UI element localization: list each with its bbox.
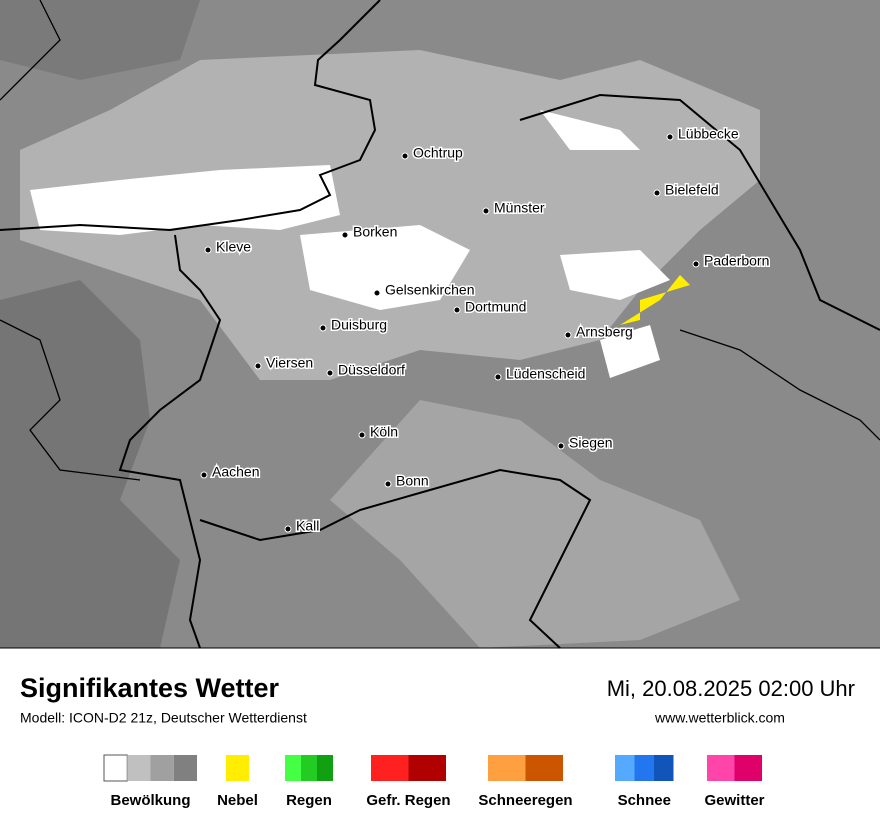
city-dot bbox=[204, 246, 212, 254]
city-label: Kleve bbox=[216, 239, 251, 255]
fog bbox=[620, 275, 690, 325]
city-dot bbox=[326, 369, 334, 377]
legend-label: Regen bbox=[286, 792, 332, 809]
legend-swatch bbox=[615, 755, 635, 781]
city-label: Bonn bbox=[396, 473, 429, 489]
legend-swatch bbox=[317, 755, 333, 781]
city-label: Duisburg bbox=[331, 317, 387, 333]
city-dot bbox=[666, 133, 674, 141]
city-labels: Lübbecke Ochtrup Bielefeld Münster Borken Kle… bbox=[200, 124, 771, 535]
city-dot bbox=[482, 207, 490, 215]
legend-swatch bbox=[173, 755, 197, 781]
city-label: Köln bbox=[370, 424, 398, 440]
cloud-white bbox=[540, 110, 640, 150]
city-label: Dortmund bbox=[465, 299, 526, 315]
website: www.wetterblick.com bbox=[654, 710, 785, 726]
city-dot bbox=[653, 189, 661, 197]
city-label: Kall bbox=[296, 518, 319, 534]
city-dot bbox=[384, 480, 392, 488]
cloud-white bbox=[560, 250, 670, 300]
legend-swatch bbox=[734, 755, 762, 781]
city-label: Aachen bbox=[212, 464, 259, 480]
legend-swatch bbox=[226, 755, 249, 781]
city-label: Bielefeld bbox=[665, 182, 719, 198]
city-dot bbox=[557, 442, 565, 450]
city-dot bbox=[401, 152, 409, 160]
legend-swatch bbox=[525, 755, 563, 781]
legend-label: Gewitter bbox=[704, 792, 764, 809]
legend-label: Schneeregen bbox=[478, 792, 572, 809]
legend-swatch bbox=[301, 755, 317, 781]
map bbox=[0, 0, 880, 649]
city-dot bbox=[494, 373, 502, 381]
city-label: Ochtrup bbox=[413, 145, 463, 161]
legend-label: Gefr. Regen bbox=[366, 792, 450, 809]
legend-swatch bbox=[408, 755, 446, 781]
city-dot bbox=[254, 362, 262, 370]
city-dot bbox=[200, 471, 208, 479]
datetime: Mi, 20.08.2025 02:00 Uhr bbox=[607, 676, 855, 701]
legend-label: Schnee bbox=[618, 792, 671, 809]
cloud-white bbox=[300, 225, 470, 310]
city-label: Arnsberg bbox=[576, 324, 633, 340]
legend-swatch bbox=[103, 754, 128, 782]
legend: Bewölkung Nebel Regen Gefr. Regen Schneerege… bbox=[103, 754, 765, 809]
city-label: Düsseldorf bbox=[338, 362, 405, 378]
city-label: Lüdenscheid bbox=[506, 366, 585, 382]
legend-swatch bbox=[488, 755, 526, 781]
cloud-white bbox=[600, 325, 660, 378]
city-dot bbox=[453, 306, 461, 314]
city-label: Siegen bbox=[569, 435, 613, 451]
city-label: Gelsenkirchen bbox=[385, 282, 475, 298]
title: Signifikantes Wetter bbox=[20, 673, 280, 703]
cloud-white bbox=[30, 165, 340, 235]
city-dot bbox=[319, 324, 327, 332]
city-dot bbox=[341, 231, 349, 239]
cloud-mid bbox=[330, 400, 740, 648]
legend-swatch bbox=[371, 755, 409, 781]
legend-swatch bbox=[654, 755, 674, 781]
city-dot bbox=[373, 289, 381, 297]
city-dot bbox=[358, 431, 366, 439]
city-dot bbox=[564, 331, 572, 339]
legend-swatch bbox=[634, 755, 654, 781]
city-label: Borken bbox=[353, 224, 397, 240]
legend-swatch bbox=[127, 755, 151, 781]
subtitle: Modell: ICON-D2 21z, Deutscher Wetterdie… bbox=[20, 710, 307, 726]
city-label: Münster bbox=[494, 200, 545, 216]
borders bbox=[0, 0, 880, 649]
legend-swatch bbox=[707, 755, 735, 781]
legend-swatch bbox=[150, 755, 174, 781]
cloud-dark bbox=[0, 280, 180, 648]
legend-label: Bewölkung bbox=[110, 792, 190, 809]
city-dot bbox=[692, 260, 700, 268]
city-dot bbox=[284, 525, 292, 533]
city-label: Paderborn bbox=[704, 253, 769, 269]
city-label: Viersen bbox=[266, 355, 313, 371]
legend-swatch bbox=[285, 755, 301, 781]
legend-label: Nebel bbox=[217, 792, 258, 809]
city-label: Lübbecke bbox=[678, 126, 739, 142]
